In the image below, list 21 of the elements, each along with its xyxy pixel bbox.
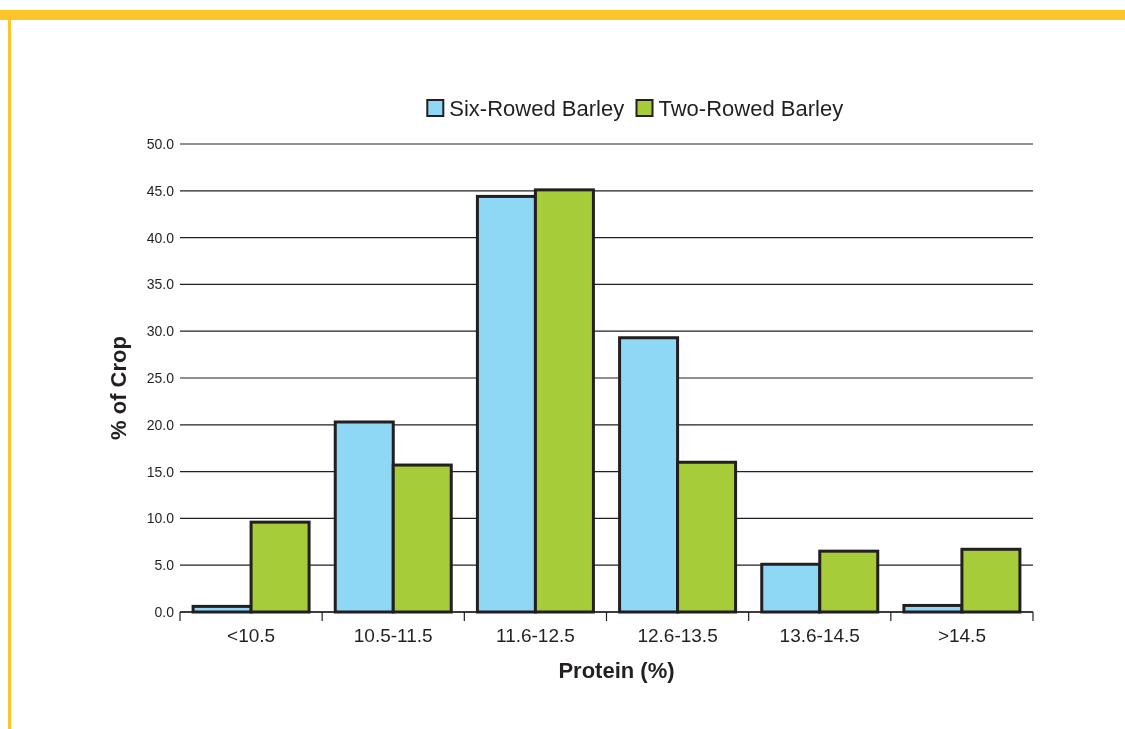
x-tick-label: 12.6-13.5 — [637, 625, 718, 646]
y-tick-label: 30.0 — [146, 323, 175, 340]
y-axis-title: % of Crop — [106, 336, 131, 440]
y-tick-label: 20.0 — [146, 416, 175, 433]
x-tick-label: 10.5-11.5 — [353, 625, 433, 646]
y-tick-label: 50.0 — [146, 135, 175, 152]
y-tick-label: 0.0 — [154, 603, 175, 620]
y-tick-label: 5.0 — [154, 557, 175, 574]
x-tick-label: <10.5 — [227, 625, 276, 646]
y-tick-label: 45.0 — [146, 182, 175, 199]
y-tick-label: 25.0 — [146, 369, 175, 386]
x-tick-label: 13.6-14.5 — [779, 625, 860, 646]
x-tick-label: 11.6-12.5 — [495, 625, 575, 646]
x-tick-label: >14.5 — [937, 625, 986, 646]
y-tick-label: 15.0 — [146, 463, 175, 480]
legend-label: Two-Rowed Barley — [658, 95, 844, 121]
y-tick-label: 35.0 — [146, 276, 175, 293]
y-tick-label: 40.0 — [146, 229, 175, 246]
y-tick-label: 10.0 — [146, 510, 175, 527]
legend-label: Six-Rowed Barley — [449, 95, 625, 121]
x-axis-title: Protein (%) — [558, 658, 675, 683]
